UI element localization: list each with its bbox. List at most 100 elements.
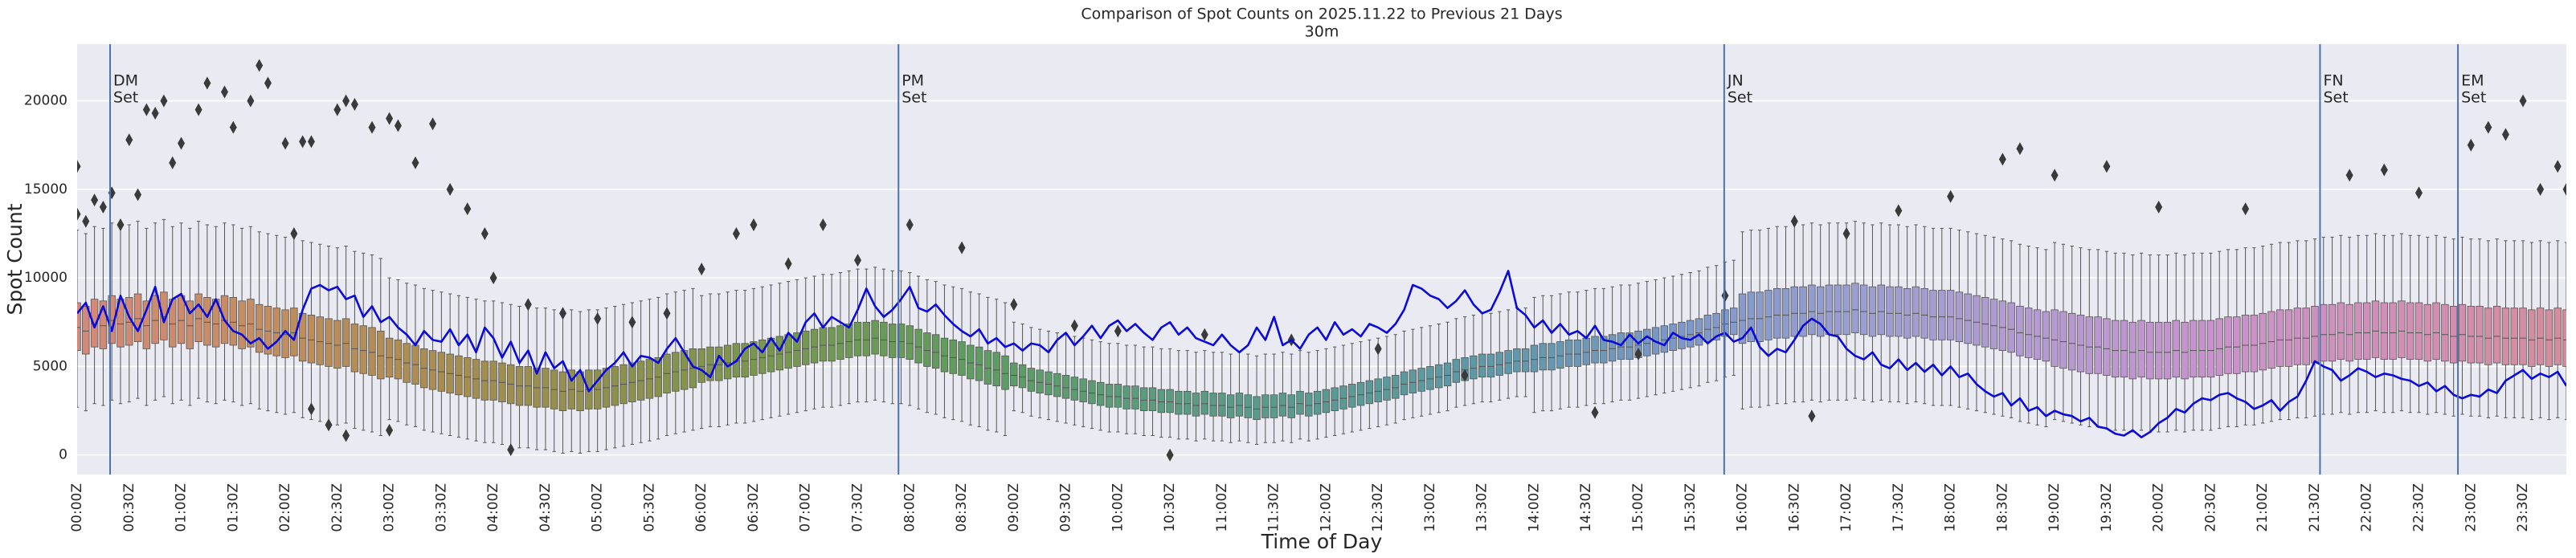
whisker-low	[1862, 334, 1866, 401]
whisker-high	[2070, 245, 2074, 314]
outlier	[958, 241, 966, 255]
x-tick-label: 18:00Z	[1943, 483, 1959, 532]
box	[880, 321, 888, 356]
whisker-high	[1827, 222, 1831, 285]
box	[1886, 286, 1894, 337]
box	[1842, 284, 1850, 336]
whisker-high	[2104, 250, 2109, 319]
whisker-low	[916, 363, 921, 409]
whisker-high	[778, 283, 782, 336]
box	[2484, 308, 2492, 365]
whisker-low	[1159, 412, 1163, 438]
outlier	[77, 160, 81, 173]
whisker-high	[1116, 343, 1120, 385]
whisker-high	[2243, 247, 2247, 316]
whisker-high	[2252, 247, 2256, 316]
box	[1435, 364, 1443, 389]
x-tick-label: 03:30Z	[433, 483, 449, 532]
box	[1105, 384, 1114, 408]
box	[1929, 290, 1937, 340]
box	[1834, 284, 1842, 336]
outlier	[169, 156, 177, 169]
whisker-high	[1368, 339, 1372, 381]
box	[940, 337, 949, 373]
box	[844, 324, 853, 358]
box	[2215, 318, 2223, 376]
box	[99, 300, 108, 349]
whisker-low	[561, 410, 565, 454]
whisker-low	[769, 372, 773, 418]
whisker-high	[2001, 238, 2005, 301]
whisker-high	[1090, 339, 1094, 381]
box	[2111, 320, 2120, 378]
whisker-low	[440, 391, 444, 434]
whisker-high	[2035, 247, 2039, 310]
whisker-low	[84, 354, 88, 412]
whisker-low	[786, 368, 791, 415]
whisker-low	[1662, 352, 1666, 394]
box	[1964, 293, 1972, 344]
box	[2320, 303, 2328, 362]
whisker-high	[2529, 242, 2533, 310]
box	[1703, 315, 1712, 342]
whisker-high	[995, 299, 999, 352]
whisker-high	[1428, 325, 1433, 367]
box	[888, 324, 897, 358]
whisker-high	[700, 295, 704, 349]
whisker-low	[2486, 365, 2491, 418]
box	[1079, 378, 1087, 402]
whisker-high	[1549, 295, 1554, 344]
x-tick-label: 15:00Z	[1630, 483, 1646, 532]
box	[802, 330, 810, 365]
whisker-low	[170, 347, 174, 405]
box	[1166, 389, 1174, 413]
whisker-low	[2426, 360, 2430, 415]
whisker-high	[1454, 318, 1458, 360]
whisker-low	[2261, 369, 2265, 424]
whisker-high	[378, 258, 382, 332]
outlier	[1200, 328, 1208, 341]
whisker-low	[1593, 363, 1597, 405]
whisker-high	[2026, 245, 2030, 308]
box	[1131, 385, 1139, 409]
whisker-low	[604, 407, 608, 450]
whisker-high	[2564, 242, 2566, 310]
outlier	[125, 133, 133, 147]
whisker-high	[1974, 233, 1979, 296]
box	[2458, 303, 2467, 362]
box	[2120, 320, 2128, 378]
box	[2241, 315, 2250, 373]
whisker-low	[491, 400, 496, 443]
whisker-high	[239, 227, 244, 301]
outlier	[342, 94, 350, 108]
box	[2198, 320, 2206, 378]
box	[1912, 286, 1920, 337]
whisker-low	[1064, 398, 1068, 424]
whisker-high	[1419, 327, 1424, 369]
box	[1600, 336, 1608, 364]
whisker-low	[1679, 348, 1684, 390]
whisker-high	[1879, 222, 1883, 285]
whisker-low	[1038, 393, 1042, 418]
x-tick-label: 10:30Z	[1162, 483, 1178, 532]
outlier	[77, 207, 81, 221]
whisker-low	[223, 343, 227, 401]
whisker-high	[587, 309, 591, 370]
x-axis-label: Time of Day	[1261, 530, 1383, 553]
box	[2250, 315, 2259, 373]
whisker-high	[2495, 238, 2499, 307]
outlier	[1808, 409, 1816, 423]
box	[2172, 320, 2180, 378]
whisker-low	[2347, 360, 2352, 415]
whisker-low	[1853, 332, 1858, 399]
whisker-high	[1402, 330, 1406, 373]
whisker-low	[743, 377, 747, 424]
whisker-high	[2390, 234, 2395, 303]
box	[741, 343, 749, 378]
outlier	[160, 94, 168, 108]
whisker-low	[1046, 394, 1051, 421]
whisker-high	[578, 311, 583, 373]
whisker-low	[2018, 356, 2022, 422]
outlier	[203, 76, 211, 90]
